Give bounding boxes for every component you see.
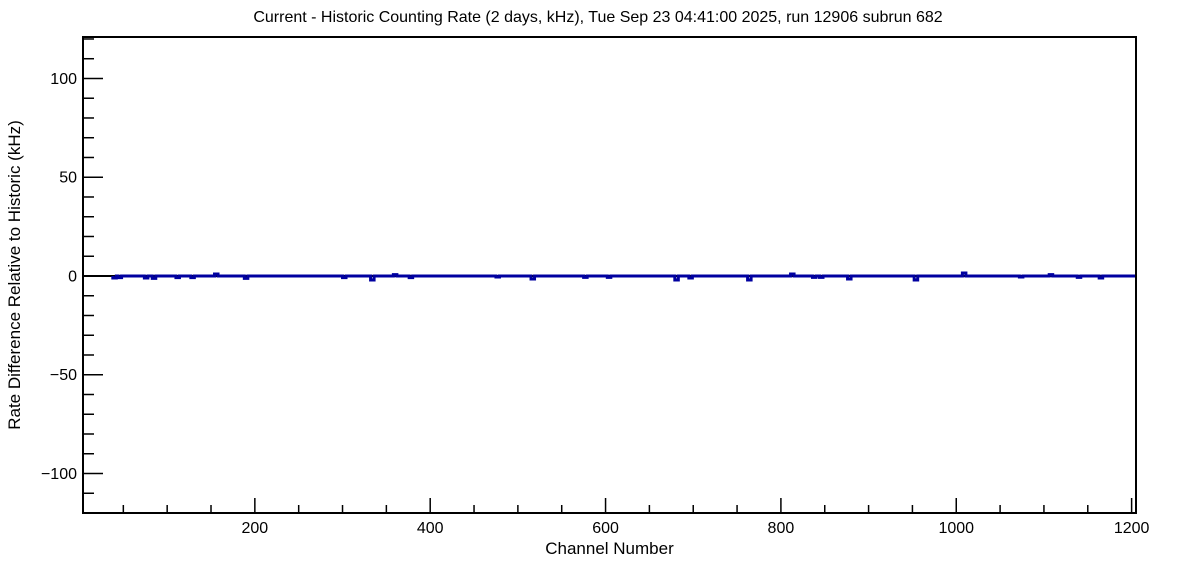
x-tick-label: 800	[768, 520, 795, 537]
chart-title: Current - Historic Counting Rate (2 days…	[253, 9, 943, 26]
y-tick-label: −100	[41, 466, 77, 483]
x-tick-label: 1200	[1114, 520, 1150, 537]
y-tick-label: 100	[50, 71, 77, 88]
x-tick-label: 600	[592, 520, 619, 537]
x-tick-label: 1000	[938, 520, 974, 537]
y-tick-label: −50	[50, 367, 77, 384]
y-tick-label: 0	[68, 268, 77, 285]
y-axis-title: Rate Difference Relative to Historic (kH…	[5, 120, 24, 430]
y-tick-label: 50	[59, 170, 77, 187]
x-axis-title: Channel Number	[545, 539, 674, 558]
x-tick-label: 400	[417, 520, 444, 537]
x-tick-label: 200	[241, 520, 268, 537]
data-series-line	[111, 271, 1136, 282]
plot-frame	[82, 36, 1137, 514]
